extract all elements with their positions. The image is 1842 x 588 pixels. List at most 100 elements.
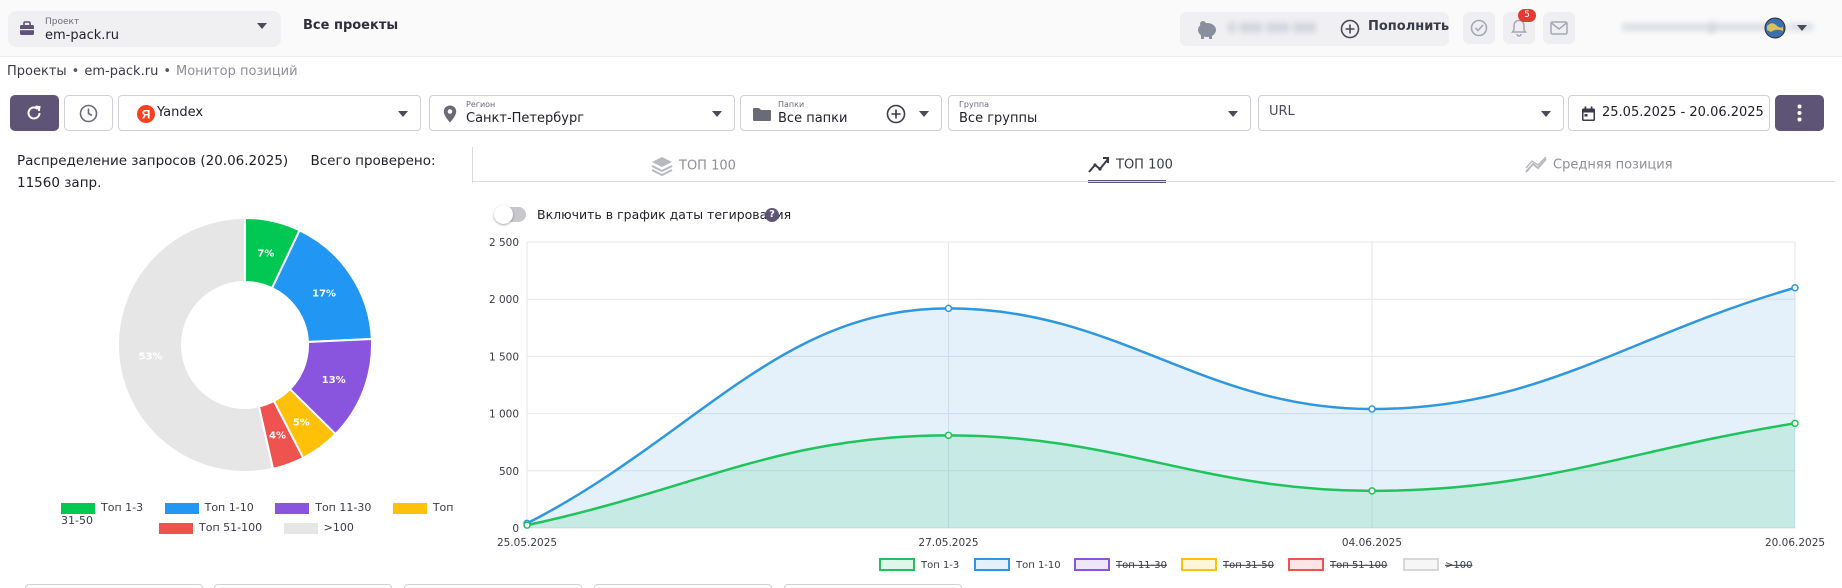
legend-swatch <box>879 558 915 571</box>
legend-swatch <box>974 558 1010 571</box>
legend-label: Топ 11-30 <box>1115 560 1167 571</box>
bottom-control[interactable] <box>404 584 582 588</box>
mail-icon <box>1550 21 1568 35</box>
project-select[interactable]: Проект em-pack.ru <box>8 11 281 47</box>
folder-icon <box>753 108 771 121</box>
folders-select[interactable]: Папки Все папки <box>740 95 942 131</box>
legend-item[interactable]: Топ 1-3 <box>61 501 143 514</box>
legend-item[interactable]: Топ 11-30 <box>275 501 371 514</box>
tagging-dates-label: Включить в график даты тегирования <box>537 207 792 222</box>
chart-legend-item[interactable]: Топ 51-100 <box>1288 558 1387 571</box>
chevron-down-icon <box>712 111 722 117</box>
legend-swatch <box>1288 558 1324 571</box>
avatar[interactable] <box>1764 17 1786 39</box>
bottom-control[interactable] <box>25 584 203 588</box>
bottom-control[interactable] <box>594 584 772 588</box>
refresh-button[interactable] <box>10 95 59 131</box>
legend-swatch <box>164 502 199 514</box>
history-button[interactable] <box>64 95 113 131</box>
x-tick-label: 20.06.2025 <box>1765 537 1825 549</box>
donut-slice[interactable] <box>117 216 275 473</box>
donut-legend-row2: Топ 51-100 >100 <box>159 521 409 534</box>
legend-item[interactable]: Топ 1-10 <box>164 501 254 514</box>
x-tick-label: 27.05.2025 <box>918 537 978 549</box>
legend-label: Топ 1-3 <box>920 560 959 571</box>
breadcrumb-project[interactable]: em-pack.ru <box>84 64 159 79</box>
add-folder-icon[interactable] <box>886 104 906 124</box>
balance-panel: 0 000 000 000 <box>1180 12 1449 46</box>
data-point[interactable] <box>1368 487 1376 495</box>
bottom-control[interactable] <box>784 584 962 588</box>
yandex-icon: Я <box>137 105 155 123</box>
tab-top100-lines[interactable]: ТОП 100 <box>1088 156 1173 174</box>
location-pin-icon <box>443 105 457 123</box>
all-projects-link[interactable]: Все проекты <box>303 18 399 33</box>
data-point[interactable] <box>1791 284 1799 292</box>
tabs-border <box>472 181 1835 182</box>
series-line <box>526 286 1796 525</box>
legend-item[interactable]: Топ 31-50 <box>61 501 453 527</box>
messages-button[interactable] <box>1543 12 1575 44</box>
legend-label: Топ 51-100 <box>1329 560 1387 571</box>
distribution-title: Распределение запросов (20.06.2025) <box>17 153 289 169</box>
tagging-dates-toggle[interactable] <box>494 205 526 224</box>
more-options-button[interactable] <box>1775 95 1824 131</box>
folders-value: Все папки <box>778 111 848 126</box>
plus-circle-icon[interactable] <box>1340 19 1360 39</box>
distribution-heading: Распределение запросов (20.06.2025) Всег… <box>17 150 467 194</box>
chart-legend-item[interactable]: Топ 1-10 <box>974 558 1061 571</box>
calendar-icon <box>1582 106 1595 121</box>
data-point[interactable] <box>523 521 531 529</box>
data-point[interactable] <box>944 304 953 313</box>
plot-area <box>526 241 1796 529</box>
more-vertical-icon <box>1797 104 1802 122</box>
project-label: Проект <box>45 17 80 27</box>
x-tick-label: 25.05.2025 <box>497 537 557 549</box>
project-value: em-pack.ru <box>45 28 119 43</box>
data-point[interactable] <box>1791 419 1799 428</box>
notifications-badge: 5 <box>1518 9 1536 22</box>
region-value: Санкт-Петербург <box>466 111 585 126</box>
data-point[interactable] <box>944 431 953 440</box>
chevron-down-icon <box>257 23 267 29</box>
region-select[interactable]: Регион Санкт-Петербург <box>429 95 735 131</box>
data-point[interactable] <box>1368 405 1376 413</box>
tab-average-position[interactable]: Средняя позиция <box>1525 156 1673 174</box>
legend-item[interactable]: >100 <box>283 521 354 534</box>
legend-label: Топ 1-10 <box>1015 560 1061 571</box>
date-range-picker[interactable]: 25.05.2025 - 20.06.2025 <box>1568 95 1770 131</box>
bottom-control[interactable] <box>214 584 392 588</box>
legend-swatch <box>1074 558 1110 571</box>
chart-legend-item[interactable]: Топ 1-3 <box>879 558 959 571</box>
legend-item[interactable]: Топ 51-100 <box>159 521 262 534</box>
legend-swatch <box>61 502 95 514</box>
topup-button[interactable]: Пополнить <box>1368 19 1450 34</box>
chart-legend-item[interactable]: >100 <box>1403 558 1472 571</box>
legend-label: Топ 31-50 <box>1222 560 1274 571</box>
briefcase-icon <box>20 21 34 35</box>
url-select[interactable]: URL <box>1258 95 1564 131</box>
svg-text:Я: Я <box>142 108 151 122</box>
breadcrumb-current: Монитор позиций <box>175 64 298 79</box>
search-engine-select[interactable]: Я Yandex <box>118 95 421 131</box>
tab-top100-stacked[interactable]: ТОП 100 <box>651 156 736 177</box>
group-value: Все группы <box>959 111 1038 126</box>
panel-divider <box>472 147 473 183</box>
legend-swatch <box>159 522 193 534</box>
tab-label: Средняя позиция <box>1553 157 1673 173</box>
legend-swatch <box>392 502 427 514</box>
clock-icon <box>79 104 98 123</box>
series-area <box>527 287 1795 528</box>
chart-legend-item[interactable]: Топ 11-30 <box>1074 558 1167 571</box>
y-tick-label: 1 500 <box>489 351 519 363</box>
donut-slice-label: 4% <box>269 430 286 441</box>
donut-slice-label: 13% <box>322 375 346 386</box>
help-icon[interactable]: ? <box>765 208 779 222</box>
chevron-down-icon[interactable] <box>1797 25 1807 31</box>
chart-legend-item[interactable]: Топ 31-50 <box>1181 558 1274 571</box>
tasks-button[interactable] <box>1463 12 1495 44</box>
breadcrumb-projects[interactable]: Проекты <box>7 64 67 79</box>
group-select[interactable]: Группа Все группы <box>948 95 1251 131</box>
legend-label: Топ 1-3 <box>101 501 144 514</box>
region-label: Регион <box>466 100 496 109</box>
